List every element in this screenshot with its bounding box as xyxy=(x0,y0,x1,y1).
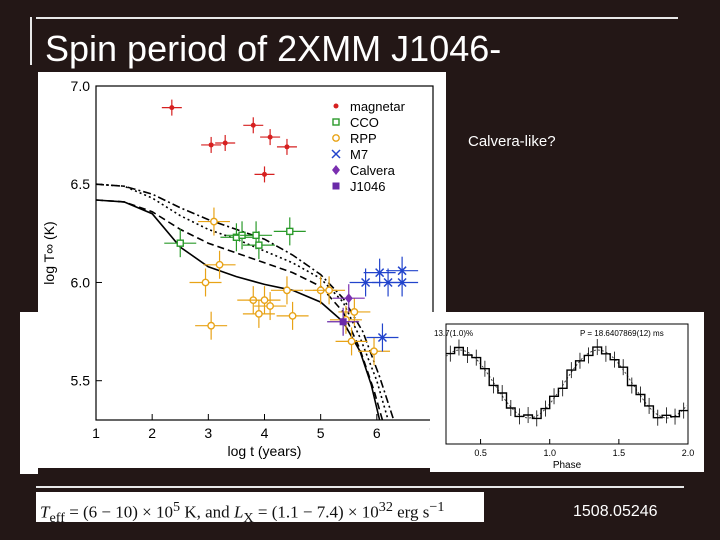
pulse-period-label: P = 18.6407869(12) ms xyxy=(580,329,664,338)
data-point-rpp xyxy=(283,286,291,295)
frame-top-line xyxy=(36,17,678,19)
data-point-rpp xyxy=(350,308,359,316)
x-axis-label: log t (years) xyxy=(228,443,302,459)
data-point-rpp xyxy=(207,321,216,330)
pulse-x-tick-label: 1.0 xyxy=(543,448,556,458)
plot-frame xyxy=(95,85,434,421)
legend-label: RPP xyxy=(350,131,377,146)
formula-l: L xyxy=(233,502,244,522)
pulse-model-curve xyxy=(445,349,687,419)
data-point-magnetar xyxy=(250,122,256,128)
data-point-j1046 xyxy=(339,318,347,326)
formula-exp1: 5 xyxy=(173,499,181,515)
data-point-rpp xyxy=(260,296,269,305)
calvera-annotation: Calvera-like? xyxy=(468,133,556,150)
data-point-magnetar xyxy=(222,140,228,146)
pulse-profile-chart: 0.5 1.0 1.5 2.0 Phase 13.7(1.0)% P = 18.640786… xyxy=(434,323,695,471)
data-point-rpp xyxy=(266,302,275,310)
formula-eq1: = (6 − 10) × 10 xyxy=(64,502,174,522)
data-point-rpp xyxy=(201,278,210,287)
formula-exp2: 32 xyxy=(378,499,393,515)
pulse-x-tick-label: 2.0 xyxy=(682,448,695,458)
x-tick-label: 4 xyxy=(261,425,269,441)
pulse-x-axis-label: Phase xyxy=(553,460,582,471)
data-point-magnetar xyxy=(284,144,290,150)
formula-unit: erg s xyxy=(392,502,430,522)
formula-t-sub: eff xyxy=(49,510,65,522)
data-point-rpp xyxy=(254,310,263,318)
y-tick-label: 5.5 xyxy=(71,373,91,389)
x-tick-label: 1 xyxy=(92,425,100,441)
pulse-histogram xyxy=(446,346,688,420)
x-tick-label: 3 xyxy=(204,425,212,441)
legend-label: Calvera xyxy=(350,163,396,178)
data-point-calvera xyxy=(344,293,353,304)
data-point-magnetar xyxy=(267,134,273,140)
legend-marker-calvera xyxy=(332,165,340,175)
pulse-frame xyxy=(445,323,689,445)
data-point-cco xyxy=(286,227,294,236)
y-tick-label: 6.0 xyxy=(71,274,91,290)
data-point-magnetar xyxy=(208,142,214,148)
pulse-x-tick-label: 1.5 xyxy=(613,448,626,458)
formula-eq2: = (1.1 − 7.4) × 10 xyxy=(253,502,379,522)
legend-label: J1046 xyxy=(350,179,385,194)
formula-unit-exp: −1 xyxy=(429,499,445,515)
legend-marker-m7 xyxy=(331,149,341,159)
legend-label: M7 xyxy=(350,147,368,162)
left-strip xyxy=(20,312,38,474)
legend-marker-j1046 xyxy=(332,182,340,190)
data-point-m7 xyxy=(375,268,385,278)
cooling-curve-dash-dot xyxy=(95,183,395,421)
pulse-fraction-label: 13.7(1.0)% xyxy=(434,329,473,338)
data-point-magnetar xyxy=(169,105,175,111)
y-axis-label: log T∞ (K) xyxy=(41,221,57,284)
legend-marker-rpp xyxy=(332,134,340,142)
cooling-curve-solid xyxy=(95,199,381,421)
x-tick-label: 6 xyxy=(373,425,381,441)
data-point-rpp xyxy=(325,286,333,295)
data-point-magnetar xyxy=(262,171,267,177)
data-point-cco xyxy=(176,239,184,247)
formula-l-sub: X xyxy=(243,510,254,522)
y-tick-label: 7.0 xyxy=(71,78,91,94)
cooling-curve-dashed xyxy=(95,199,384,421)
x-tick-label: 5 xyxy=(317,425,325,441)
temperature-luminosity-formula: Teff = (6 − 10) × 105 K, and LX = (1.1 −… xyxy=(36,492,484,522)
data-point-rpp xyxy=(215,260,224,269)
data-point-cco xyxy=(255,241,263,249)
legend-marker-cco xyxy=(332,118,340,126)
data-point-m7 xyxy=(361,277,371,288)
legend-label: CCO xyxy=(350,115,379,130)
formula-mid: K, and xyxy=(180,502,234,522)
slide-title: Spin period of 2XMM J1046- xyxy=(45,28,502,69)
data-point-rpp xyxy=(370,347,378,356)
data-point-cco xyxy=(252,231,260,240)
y-tick-label: 6.5 xyxy=(71,176,91,192)
arxiv-id: 1508.05246 xyxy=(573,503,658,520)
pulse-profile-panel: 0.5 1.0 1.5 2.0 Phase 13.7(1.0)% P = 18.640786… xyxy=(430,312,704,472)
x-tick-label: 2 xyxy=(148,425,156,441)
cooling-curve-dotted xyxy=(95,183,389,421)
data-point-m7 xyxy=(377,332,387,343)
data-point-rpp xyxy=(210,217,218,226)
data-point-m7 xyxy=(397,266,407,276)
frame-bottom-line xyxy=(36,486,684,488)
legend-marker-magnetar xyxy=(333,103,339,109)
legend-label: magnetar xyxy=(350,99,406,114)
data-point-rpp xyxy=(288,311,297,320)
frame-left-line xyxy=(30,17,32,65)
data-point-rpp xyxy=(347,337,356,346)
formula-t: T xyxy=(40,502,50,522)
pulse-x-tick-label: 0.5 xyxy=(474,448,487,458)
